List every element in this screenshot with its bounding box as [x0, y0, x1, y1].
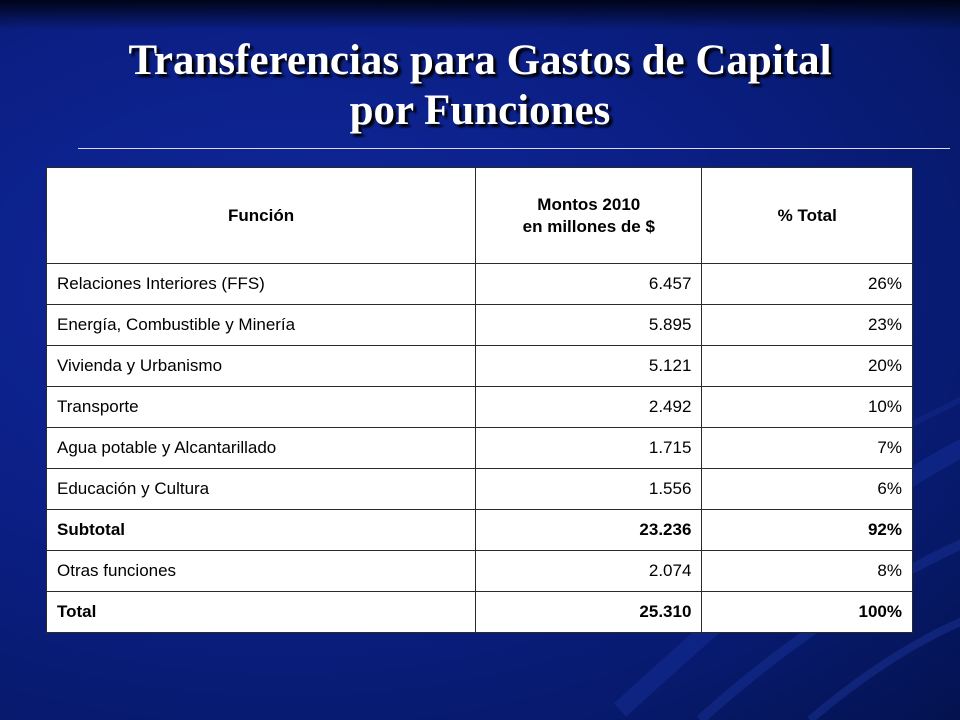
- table-row: Educación y Cultura 1.556 6%: [45, 468, 913, 510]
- table-row: Otras funciones 2.074 8%: [45, 550, 913, 592]
- table-row-subtotal: Subtotal 23.236 92%: [45, 509, 913, 551]
- cell-funcion: Energía, Combustible y Minería: [45, 304, 477, 346]
- table-row-total: Total 25.310 100%: [45, 591, 913, 633]
- table-body: Relaciones Interiores (FFS) 6.457 26% En…: [45, 263, 913, 633]
- cell-pct: 20%: [701, 345, 913, 387]
- cell-pct: 8%: [701, 550, 913, 592]
- cell-pct: 92%: [701, 509, 913, 551]
- column-header-pct-total: % Total: [701, 167, 913, 264]
- top-dark-band: [0, 0, 960, 30]
- cell-monto: 23.236: [475, 509, 703, 551]
- cell-funcion: Transporte: [45, 386, 477, 428]
- cell-funcion: Agua potable y Alcantarillado: [45, 427, 477, 469]
- table-row: Transporte 2.492 10%: [45, 386, 913, 428]
- title-divider: [78, 148, 950, 149]
- cell-monto: 2.074: [475, 550, 703, 592]
- cell-monto: 25.310: [475, 591, 703, 633]
- column-header-funcion: Función: [45, 167, 477, 264]
- cell-funcion: Relaciones Interiores (FFS): [45, 263, 477, 305]
- cell-pct: 10%: [701, 386, 913, 428]
- cell-pct: 6%: [701, 468, 913, 510]
- cell-funcion: Otras funciones: [45, 550, 477, 592]
- cell-pct: 100%: [701, 591, 913, 633]
- column-header-montos-line-2: en millones de $: [522, 216, 655, 236]
- cell-monto: 1.715: [475, 427, 703, 469]
- capital-transfers-table: Función Montos 2010 en millones de $ % T…: [45, 167, 913, 633]
- table-row: Vivienda y Urbanismo 5.121 20%: [45, 345, 913, 387]
- slide-title: Transferencias para Gastos de Capital po…: [0, 36, 960, 136]
- cell-funcion: Total: [45, 591, 477, 633]
- cell-monto: 6.457: [475, 263, 703, 305]
- cell-monto: 1.556: [475, 468, 703, 510]
- slide-title-line-2: por Funciones: [349, 87, 611, 134]
- table-row: Energía, Combustible y Minería 5.895 23%: [45, 304, 913, 346]
- cell-pct: 26%: [701, 263, 913, 305]
- cell-monto: 5.895: [475, 304, 703, 346]
- table-row: Agua potable y Alcantarillado 1.715 7%: [45, 427, 913, 469]
- table-header-row: Función Montos 2010 en millones de $ % T…: [45, 167, 913, 264]
- cell-funcion: Educación y Cultura: [45, 468, 477, 510]
- cell-pct: 23%: [701, 304, 913, 346]
- slide-title-line-1: Transferencias para Gastos de Capital: [128, 37, 832, 84]
- table-header: Función Montos 2010 en millones de $ % T…: [45, 167, 913, 264]
- cell-monto: 5.121: [475, 345, 703, 387]
- table-row: Relaciones Interiores (FFS) 6.457 26%: [45, 263, 913, 305]
- column-header-montos: Montos 2010 en millones de $: [475, 167, 703, 264]
- column-header-montos-line-1: Montos 2010: [537, 194, 641, 214]
- cell-monto: 2.492: [475, 386, 703, 428]
- cell-funcion: Vivienda y Urbanismo: [45, 345, 477, 387]
- cell-pct: 7%: [701, 427, 913, 469]
- cell-funcion: Subtotal: [45, 509, 477, 551]
